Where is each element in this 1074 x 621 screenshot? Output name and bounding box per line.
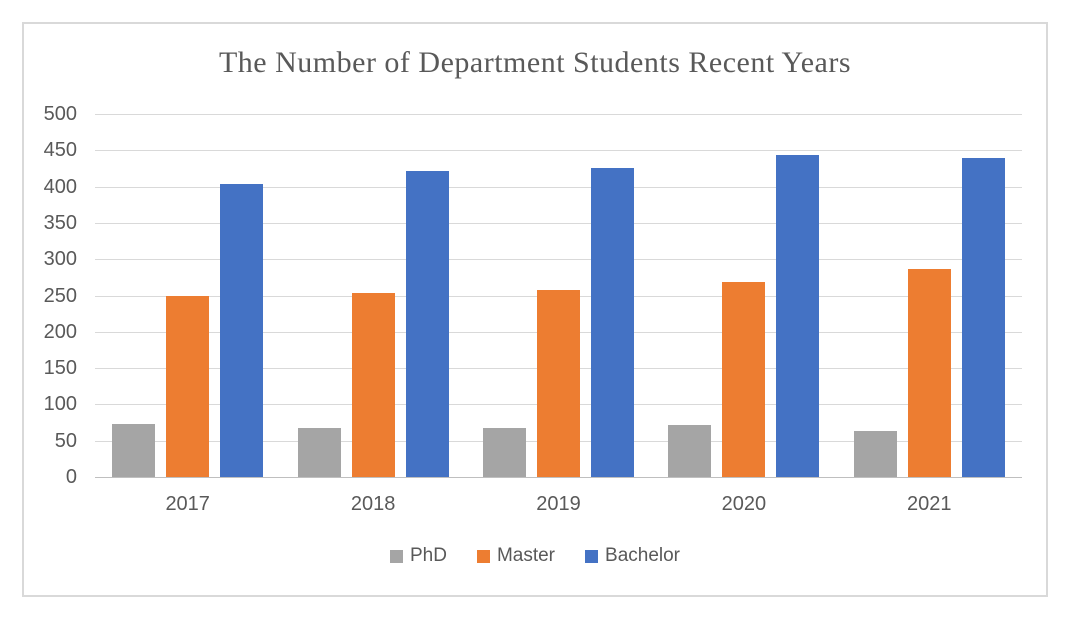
- legend-item-bachelor: Bachelor: [585, 546, 680, 566]
- y-axis-tick-label-150: 150: [43, 357, 77, 380]
- x-axis-label-2019: 2019: [536, 493, 581, 515]
- gridline-300: [95, 259, 1022, 261]
- chart-title: The Number of Department Students Recent…: [218, 46, 852, 79]
- bar-bachelor-2017: [220, 184, 264, 477]
- legend-item-phd: PhD: [389, 545, 447, 566]
- bar-master-2018: [351, 292, 395, 477]
- y-axis-tick-label-500: 500: [43, 103, 77, 125]
- bar-master-2017: [166, 295, 210, 477]
- y-axis-tick-label-450: 450: [43, 139, 77, 162]
- bar-bachelor-2020: [776, 155, 820, 477]
- y-axis-tick-label-250: 250: [43, 284, 77, 307]
- chart-frame: The Number of Department Students Recent…: [22, 22, 1048, 597]
- y-axis-tick-label-100: 100: [43, 393, 77, 416]
- bar-master-2021: [907, 268, 951, 477]
- legend-label-phd: PhD: [409, 545, 447, 566]
- bar-phd-2021: [853, 430, 897, 477]
- y-axis-tick-label-200: 200: [43, 320, 77, 343]
- bar-bachelor-2019: [591, 168, 634, 477]
- bar-bachelor-2021: [961, 157, 1005, 477]
- x-axis-label-2018: 2018: [350, 493, 396, 515]
- y-axis-tick-label-350: 350: [43, 211, 77, 234]
- legend-marker-master-icon: [476, 549, 490, 563]
- plot-area: 0 50 100 150 200 250 300 350 400 450 500 2017 2018 20…: [44, 103, 1022, 515]
- x-axis-label-2020: 2020: [721, 493, 767, 515]
- gridline-350: [95, 222, 1022, 224]
- x-axis-line: [95, 477, 1022, 478]
- legend-label-master: Master: [496, 545, 556, 566]
- x-axis-label-2017: 2017: [165, 493, 210, 515]
- bar-master-2019: [537, 289, 580, 477]
- bar-phd-2017: [112, 424, 156, 477]
- legend: PhD Master Bachelor: [24, 546, 1046, 566]
- legend-label-bachelor: Bachelor: [605, 545, 681, 566]
- bar-phd-2020: [668, 424, 712, 477]
- y-axis-tick-label-50: 50: [54, 429, 77, 452]
- bar-phd-2018: [297, 428, 341, 477]
- legend-marker-bachelor-icon: [585, 549, 599, 563]
- gridline-500: [95, 114, 1022, 115]
- y-axis-tick-label-400: 400: [43, 175, 77, 198]
- legend-marker-phd-icon: [389, 549, 403, 563]
- legend-item-master: Master: [476, 545, 556, 566]
- bar-bachelor-2018: [405, 170, 449, 477]
- y-axis-tick-label-0: 0: [65, 466, 77, 488]
- y-axis-tick-label-300: 300: [43, 248, 77, 271]
- bar-master-2020: [722, 282, 766, 477]
- gridline-450: [95, 150, 1022, 152]
- bar-phd-2019: [483, 428, 526, 477]
- x-axis-label-2021: 2021: [907, 493, 952, 515]
- gridline-400: [95, 186, 1022, 188]
